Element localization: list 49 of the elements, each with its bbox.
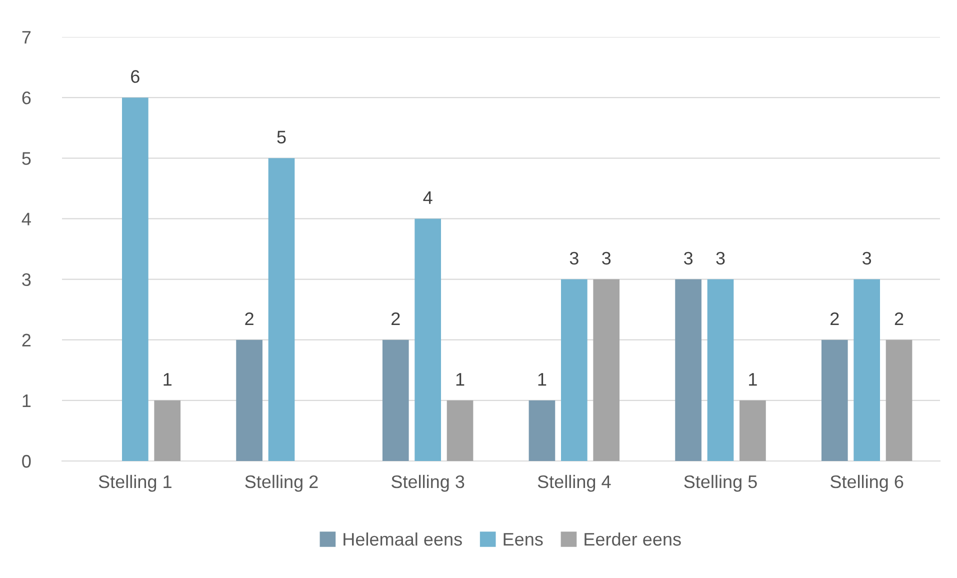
bar (154, 400, 181, 461)
y-tick-label: 2 (22, 334, 31, 346)
bar (122, 98, 148, 461)
data-label: 2 (245, 312, 254, 325)
data-label: 3 (570, 252, 578, 265)
y-tick-label: 4 (22, 212, 31, 226)
bar (236, 340, 262, 461)
bar (382, 340, 409, 461)
data-label: 2 (894, 312, 904, 325)
legend-label: Eerder eens (584, 532, 681, 546)
y-tick-label: 0 (22, 454, 31, 468)
bar (675, 279, 702, 461)
y-tick-label: 7 (22, 31, 31, 44)
data-label: 3 (716, 252, 725, 265)
legend-label: Eens (504, 533, 543, 546)
bar (593, 279, 620, 461)
data-label: 2 (830, 312, 839, 325)
x-tick-label: Stelling 2 (245, 474, 318, 492)
bar (854, 279, 880, 461)
bar (528, 400, 556, 461)
bar (707, 279, 734, 461)
data-label: 1 (456, 373, 464, 386)
x-tick-label: Stelling 5 (684, 474, 757, 492)
bar (414, 218, 442, 461)
bar (821, 340, 848, 461)
x-tick-label: Stelling 1 (98, 474, 172, 492)
y-tick-label: 1 (22, 394, 31, 407)
data-label: 4 (423, 191, 432, 204)
bar (268, 158, 295, 461)
data-label: 5 (277, 130, 286, 144)
bar (740, 400, 766, 461)
y-tick-label: 6 (22, 92, 31, 104)
data-label: 3 (602, 252, 611, 265)
y-tick-label: 3 (22, 273, 31, 286)
data-label: 2 (392, 312, 400, 325)
data-label: 6 (131, 70, 140, 83)
x-tick-label: Stelling 4 (538, 474, 611, 492)
data-label: 1 (164, 373, 172, 386)
x-tick-label: Stelling 3 (392, 474, 464, 492)
bar (446, 400, 474, 461)
x-tick-label: Stelling 6 (830, 474, 904, 492)
y-tick-label: 5 (22, 152, 31, 165)
bar (560, 279, 588, 461)
data-label: 3 (862, 252, 872, 265)
legend-label: Helemaal eens (344, 532, 462, 546)
data-label: 1 (538, 373, 546, 386)
data-label: 1 (749, 373, 757, 386)
bar (886, 340, 912, 461)
data-label: 3 (684, 252, 693, 265)
